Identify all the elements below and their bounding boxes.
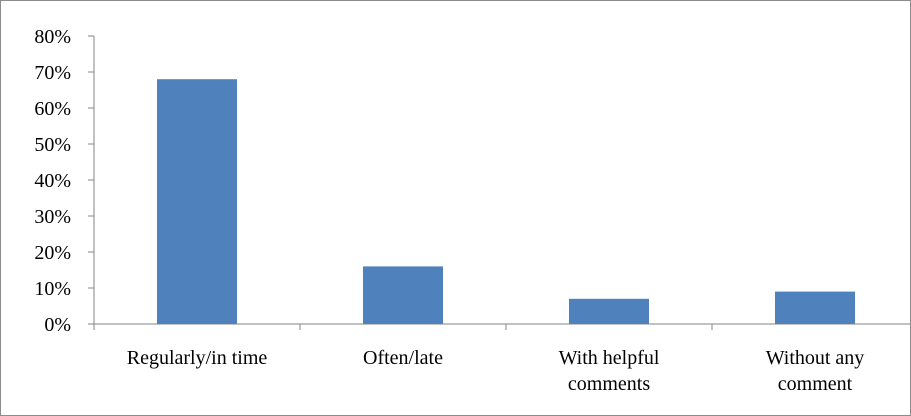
y-tick-label: 60% [34, 98, 71, 120]
y-tick-label: 10% [34, 278, 71, 300]
x-category-label: Often/late [363, 347, 443, 369]
bars [157, 79, 855, 324]
y-tick-label: 0% [44, 314, 71, 336]
x-category-label: Without any [766, 347, 865, 369]
y-tick-label: 30% [34, 206, 71, 228]
x-category-label: comment [778, 373, 853, 395]
y-tick-label: 20% [34, 242, 71, 264]
y-axis: 0% 10% 20% 30% 40% 50% 60% 70% 80% [34, 26, 95, 336]
bar [363, 266, 443, 324]
x-category-label: With helpful [559, 347, 660, 369]
y-tick-label: 80% [34, 26, 71, 48]
x-category-label: comments [568, 373, 650, 395]
y-tick-label: 50% [34, 134, 71, 156]
category-labels: Regularly/in time Often/late With helpful c… [127, 347, 865, 395]
y-tick-label: 40% [34, 170, 71, 192]
y-tick-label: 70% [34, 62, 71, 84]
x-axis [93, 323, 911, 330]
bar [157, 79, 237, 324]
x-category-label: Regularly/in time [127, 347, 268, 369]
bar [569, 298, 649, 324]
bar [775, 291, 855, 324]
